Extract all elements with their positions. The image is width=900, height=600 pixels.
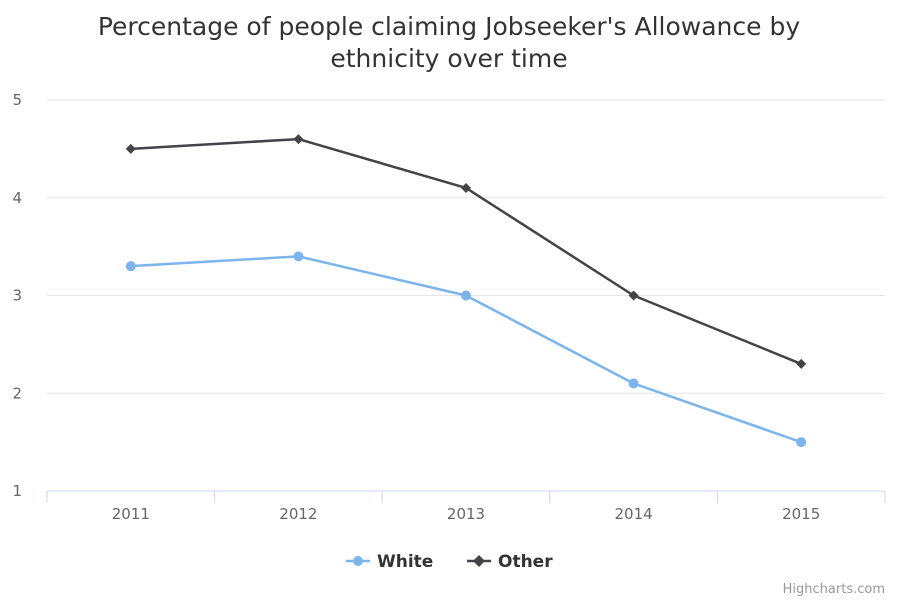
data-point-white[interactable] <box>125 261 136 272</box>
data-point-other[interactable] <box>461 182 471 193</box>
legend-marker-other <box>473 555 485 567</box>
legend-marker-white <box>353 556 363 566</box>
data-point-other[interactable] <box>293 134 304 145</box>
data-point-white[interactable] <box>628 378 639 389</box>
data-point-other[interactable] <box>796 358 807 369</box>
x-axis <box>46 490 886 503</box>
legend-label-other: Other <box>498 552 553 572</box>
data-point-white[interactable] <box>796 437 807 448</box>
data-point-white[interactable] <box>461 290 471 301</box>
x-tick-label: 2014 <box>615 505 653 523</box>
data-point-white[interactable] <box>293 251 304 262</box>
legend-label-white: White <box>377 552 433 572</box>
y-axis-labels: 1 2 3 4 5 <box>12 91 22 500</box>
x-tick-label: 2015 <box>782 505 820 523</box>
credits-link[interactable]: Highcharts.com <box>783 582 885 597</box>
chart-title-line-1: Percentage of people claiming Jobseeker'… <box>98 12 800 41</box>
data-point-other[interactable] <box>125 143 136 154</box>
y-tick-label: 3 <box>12 287 22 305</box>
x-axis-labels: 2011 2012 2013 2014 2015 <box>112 505 821 523</box>
legend-item-other[interactable]: Other <box>467 552 553 572</box>
y-tick-label: 1 <box>12 482 22 500</box>
y-tick-label: 5 <box>12 91 22 109</box>
data-point-other[interactable] <box>628 290 639 301</box>
chart-title-line-2: ethnicity over time <box>330 44 567 73</box>
legend: White Other <box>346 552 553 572</box>
y-tick-label: 2 <box>12 384 22 402</box>
x-tick-label: 2011 <box>112 505 150 523</box>
x-tick-label: 2013 <box>447 505 485 523</box>
legend-item-white[interactable]: White <box>346 552 433 572</box>
y-tick-label: 4 <box>12 189 22 207</box>
plot-series <box>125 134 807 448</box>
x-tick-label: 2012 <box>279 505 317 523</box>
